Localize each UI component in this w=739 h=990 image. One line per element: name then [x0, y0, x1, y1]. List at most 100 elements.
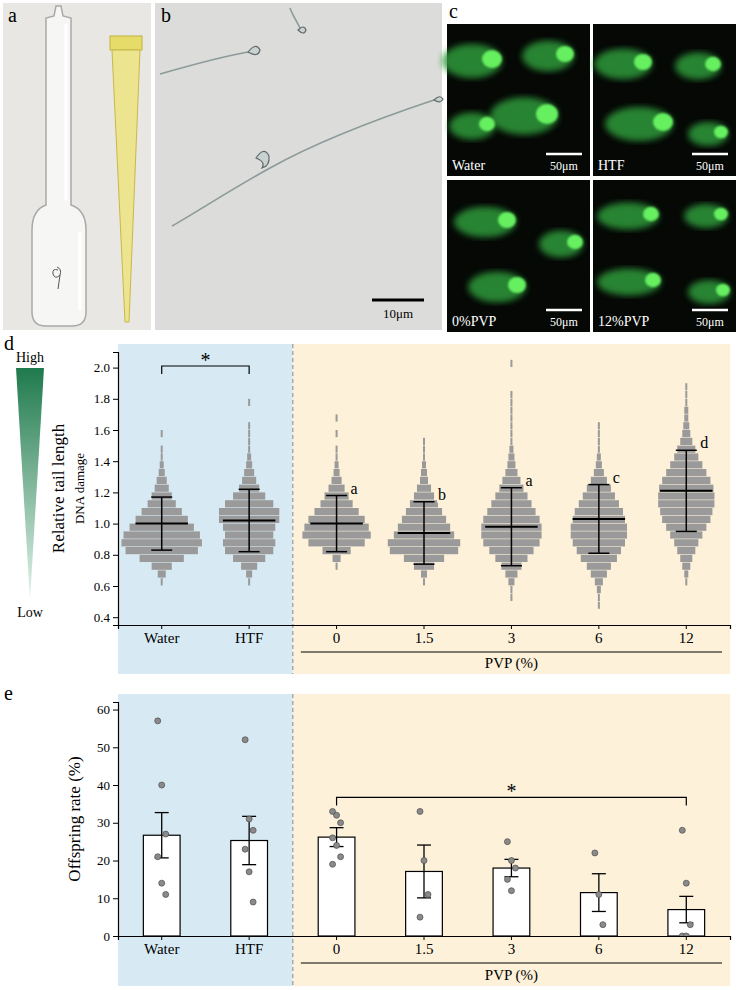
scale-bar-label: 50μm	[550, 315, 578, 329]
tile-label: 12%PVP	[598, 314, 650, 329]
tick-mark	[598, 625, 599, 629]
mean-line	[660, 490, 712, 492]
x-tick: 12	[679, 936, 694, 957]
density-band	[677, 547, 695, 554]
density-band	[160, 461, 164, 468]
axis-line	[119, 937, 731, 941]
panel-e: *0102030405060WaterHTF01.53612PVP (%)eOf…	[4, 682, 731, 986]
data-point	[683, 880, 689, 886]
scale-low-label: Low	[17, 605, 44, 620]
scale-bar	[692, 309, 728, 312]
tick-label: 1.5	[415, 630, 434, 646]
comet-head	[508, 277, 526, 293]
data-point	[163, 891, 169, 897]
comet-tail	[605, 107, 673, 141]
error-bar	[686, 896, 687, 922]
density-band	[680, 555, 692, 562]
density-band	[505, 469, 517, 476]
density-band	[683, 422, 689, 429]
y-axis: 0102030405060	[97, 702, 119, 943]
density-band	[595, 578, 603, 585]
sd-cap	[414, 501, 435, 503]
axis-line	[113, 353, 119, 626]
density-band	[685, 391, 687, 398]
density-band	[510, 360, 512, 367]
comet-tail	[468, 272, 526, 303]
tick-label: 20	[97, 853, 110, 868]
scale-bar	[692, 153, 728, 156]
tick-label: 3	[508, 630, 516, 646]
tick-label: HTF	[235, 630, 263, 646]
data-point	[504, 876, 510, 882]
x-tick: Water	[144, 625, 179, 646]
tick-label: 12	[679, 630, 694, 646]
y-axis-subtitle: DNA damage	[72, 453, 87, 524]
y-tick: 1.2	[94, 485, 118, 500]
group-background	[293, 344, 730, 674]
data-point	[155, 718, 161, 724]
tick-mark	[113, 524, 118, 525]
tick-label: 12	[679, 941, 694, 957]
sperm-tail	[172, 100, 434, 226]
comet-head	[653, 113, 673, 131]
comet-tail	[449, 112, 495, 139]
y-tick: 1.6	[94, 423, 118, 438]
mean-line	[223, 519, 275, 521]
density-band	[414, 563, 434, 570]
scale-bar-label: 50μm	[696, 159, 724, 173]
axis-line	[119, 626, 731, 630]
data-point	[592, 850, 598, 856]
comet-tail	[675, 52, 721, 79]
density-band	[510, 414, 512, 421]
comet-tail	[442, 44, 502, 78]
density-band	[510, 586, 512, 593]
error-cap	[592, 873, 606, 874]
scale-bar-label: 50μm	[550, 159, 578, 173]
density-band	[594, 469, 604, 476]
density-band	[685, 578, 687, 585]
density-band	[598, 422, 600, 429]
tick-label: 1.4	[94, 454, 111, 469]
data-point	[330, 861, 336, 867]
tick-mark	[113, 555, 118, 556]
density-band	[510, 399, 512, 406]
density-band	[336, 453, 338, 460]
tick-label: 6	[595, 630, 603, 646]
density-band	[161, 578, 163, 585]
data-point	[159, 880, 165, 886]
error-cap	[330, 827, 344, 828]
x-tick: 1.5	[415, 625, 434, 646]
comet-head	[714, 208, 728, 221]
panel-c: cWater50μmHTF50μm0%PVP50μm12%PVP50μm	[442, 0, 736, 332]
sd-cap	[588, 552, 609, 554]
tick-label: 0.6	[94, 579, 111, 594]
density-band	[152, 563, 172, 570]
tick-label: 3	[508, 941, 516, 957]
y-tick: 60	[97, 702, 118, 717]
density-band	[505, 570, 517, 577]
density-band	[423, 446, 425, 453]
panel-letter: d	[4, 332, 14, 354]
density-band	[422, 461, 426, 468]
error-cap	[592, 911, 606, 912]
density-band	[159, 469, 165, 476]
data-point	[683, 933, 689, 936]
y-tick: 40	[97, 778, 118, 793]
sd-cap	[239, 551, 260, 553]
density-band	[598, 430, 600, 437]
density-band	[423, 578, 425, 585]
density-band	[333, 555, 341, 562]
density-band	[161, 430, 163, 437]
density-band	[158, 570, 166, 577]
tick-mark	[113, 399, 118, 400]
comet-head	[556, 46, 574, 62]
x-axis: WaterHTF01.53612	[119, 625, 731, 646]
scale-bar	[546, 153, 582, 156]
panel-letter: a	[8, 4, 17, 26]
x-tick: Water	[144, 936, 179, 957]
group-background	[118, 344, 293, 674]
density-band	[421, 469, 427, 476]
comet-tail	[539, 230, 583, 257]
y-tick: 20	[97, 853, 118, 868]
density-band	[510, 422, 512, 429]
